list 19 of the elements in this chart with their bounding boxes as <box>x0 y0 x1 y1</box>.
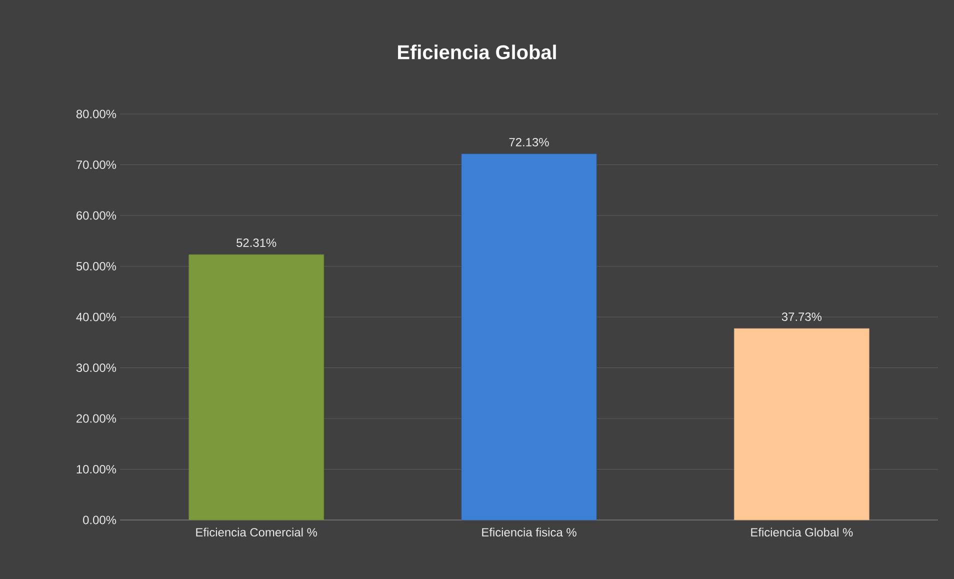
chart-title: Eficiencia Global <box>398 44 556 60</box>
y-tick-label: 70.00% <box>76 160 116 169</box>
y-tick-label: 10.00% <box>76 465 116 474</box>
x-tick-label: Eficiencia fisica % <box>482 528 576 537</box>
bar <box>734 328 870 520</box>
x-tick-label: Eficiencia Global % <box>751 528 853 537</box>
bar <box>188 254 324 520</box>
y-tick-label: 20.00% <box>76 414 116 423</box>
data-label: 52.31% <box>236 238 276 247</box>
y-tick-label: 50.00% <box>76 262 116 270</box>
data-label: 37.73% <box>782 312 822 321</box>
y-tick-label: 0.00% <box>83 516 116 524</box>
y-tick-label: 60.00% <box>76 211 116 220</box>
y-tick-label: 80.00% <box>76 110 116 118</box>
y-tick-label: 40.00% <box>76 312 116 322</box>
bar <box>461 154 597 520</box>
data-label: 72.13% <box>509 138 549 146</box>
x-tick-label: Eficiencia Comercial % <box>196 528 317 537</box>
y-tick-label: 30.00% <box>76 364 116 372</box>
